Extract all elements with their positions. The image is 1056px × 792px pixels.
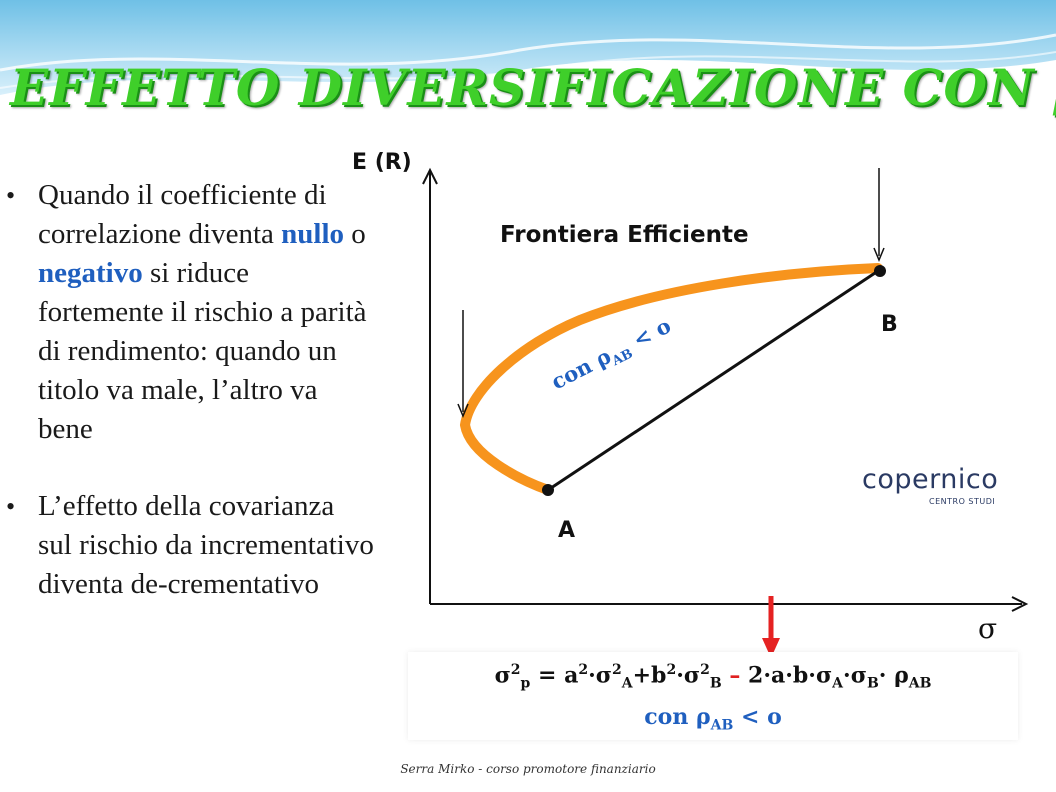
formula-condition: con ρAB < o <box>644 704 782 734</box>
y-axis-label: E (R) <box>352 150 412 175</box>
logo-tagline: CENTRO STUDI <box>929 497 996 506</box>
logo-name: copernico <box>862 464 999 495</box>
point-a-marker <box>542 484 554 496</box>
footer: Serra Mirko - corso promotore finanziari… <box>400 762 656 776</box>
point-a-label: A <box>558 518 576 543</box>
point-b-label: B <box>881 312 898 337</box>
segment-a-b <box>547 269 879 492</box>
efficient-frontier-curve <box>459 263 883 495</box>
point-b-marker <box>874 265 886 277</box>
variance-formula: σ2p = a2·σ2A+b2·σ2B – 2·a·b·σA·σB· ρAB <box>494 662 932 692</box>
copernico-logo: copernico CENTRO STUDI <box>806 450 1011 512</box>
formula-box: σ2p = a2·σ2A+b2·σ2B – 2·a·b·σA·σB· ρAB c… <box>408 652 1018 740</box>
page-title: EFFETTO DIVERSIFICAZIONE CON ρ < 0 <box>10 58 1056 117</box>
bullet-correlation: Quando il coefficiente di correlazione d… <box>0 176 375 449</box>
bullet-covariance: L’effetto della covarianza sul rischio d… <box>0 487 375 604</box>
x-axis-label: σ <box>978 612 998 645</box>
frontier-label: Frontiera Efficiente <box>500 222 749 248</box>
bullet-list: Quando il coefficiente di correlazione d… <box>0 176 375 642</box>
